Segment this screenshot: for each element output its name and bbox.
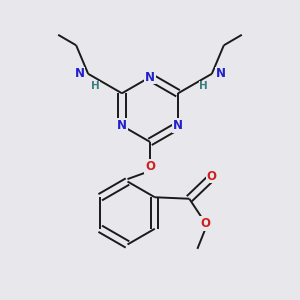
Text: N: N (173, 119, 183, 132)
Text: O: O (200, 217, 210, 230)
Text: O: O (206, 170, 217, 183)
Text: N: N (215, 67, 225, 80)
Text: H: H (200, 81, 208, 91)
Text: O: O (145, 160, 155, 173)
Text: N: N (145, 70, 155, 84)
Text: N: N (75, 67, 85, 80)
Text: H: H (91, 81, 100, 91)
Text: N: N (117, 119, 127, 132)
